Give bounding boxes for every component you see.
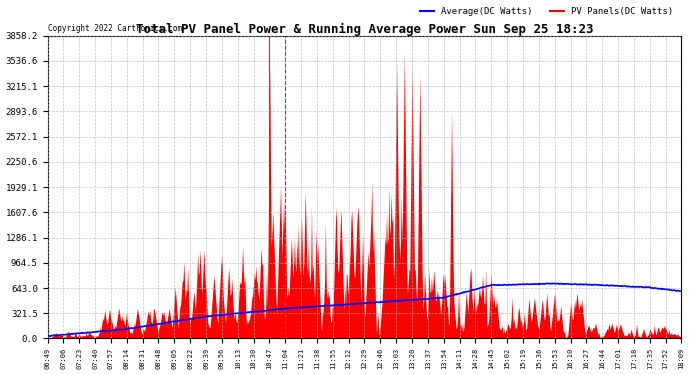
Legend: Average(DC Watts), PV Panels(DC Watts): Average(DC Watts), PV Panels(DC Watts) [417, 4, 677, 20]
Title: Total PV Panel Power & Running Average Power Sun Sep 25 18:23: Total PV Panel Power & Running Average P… [136, 22, 593, 36]
Text: Copyright 2022 Cartronics.com: Copyright 2022 Cartronics.com [48, 24, 181, 33]
